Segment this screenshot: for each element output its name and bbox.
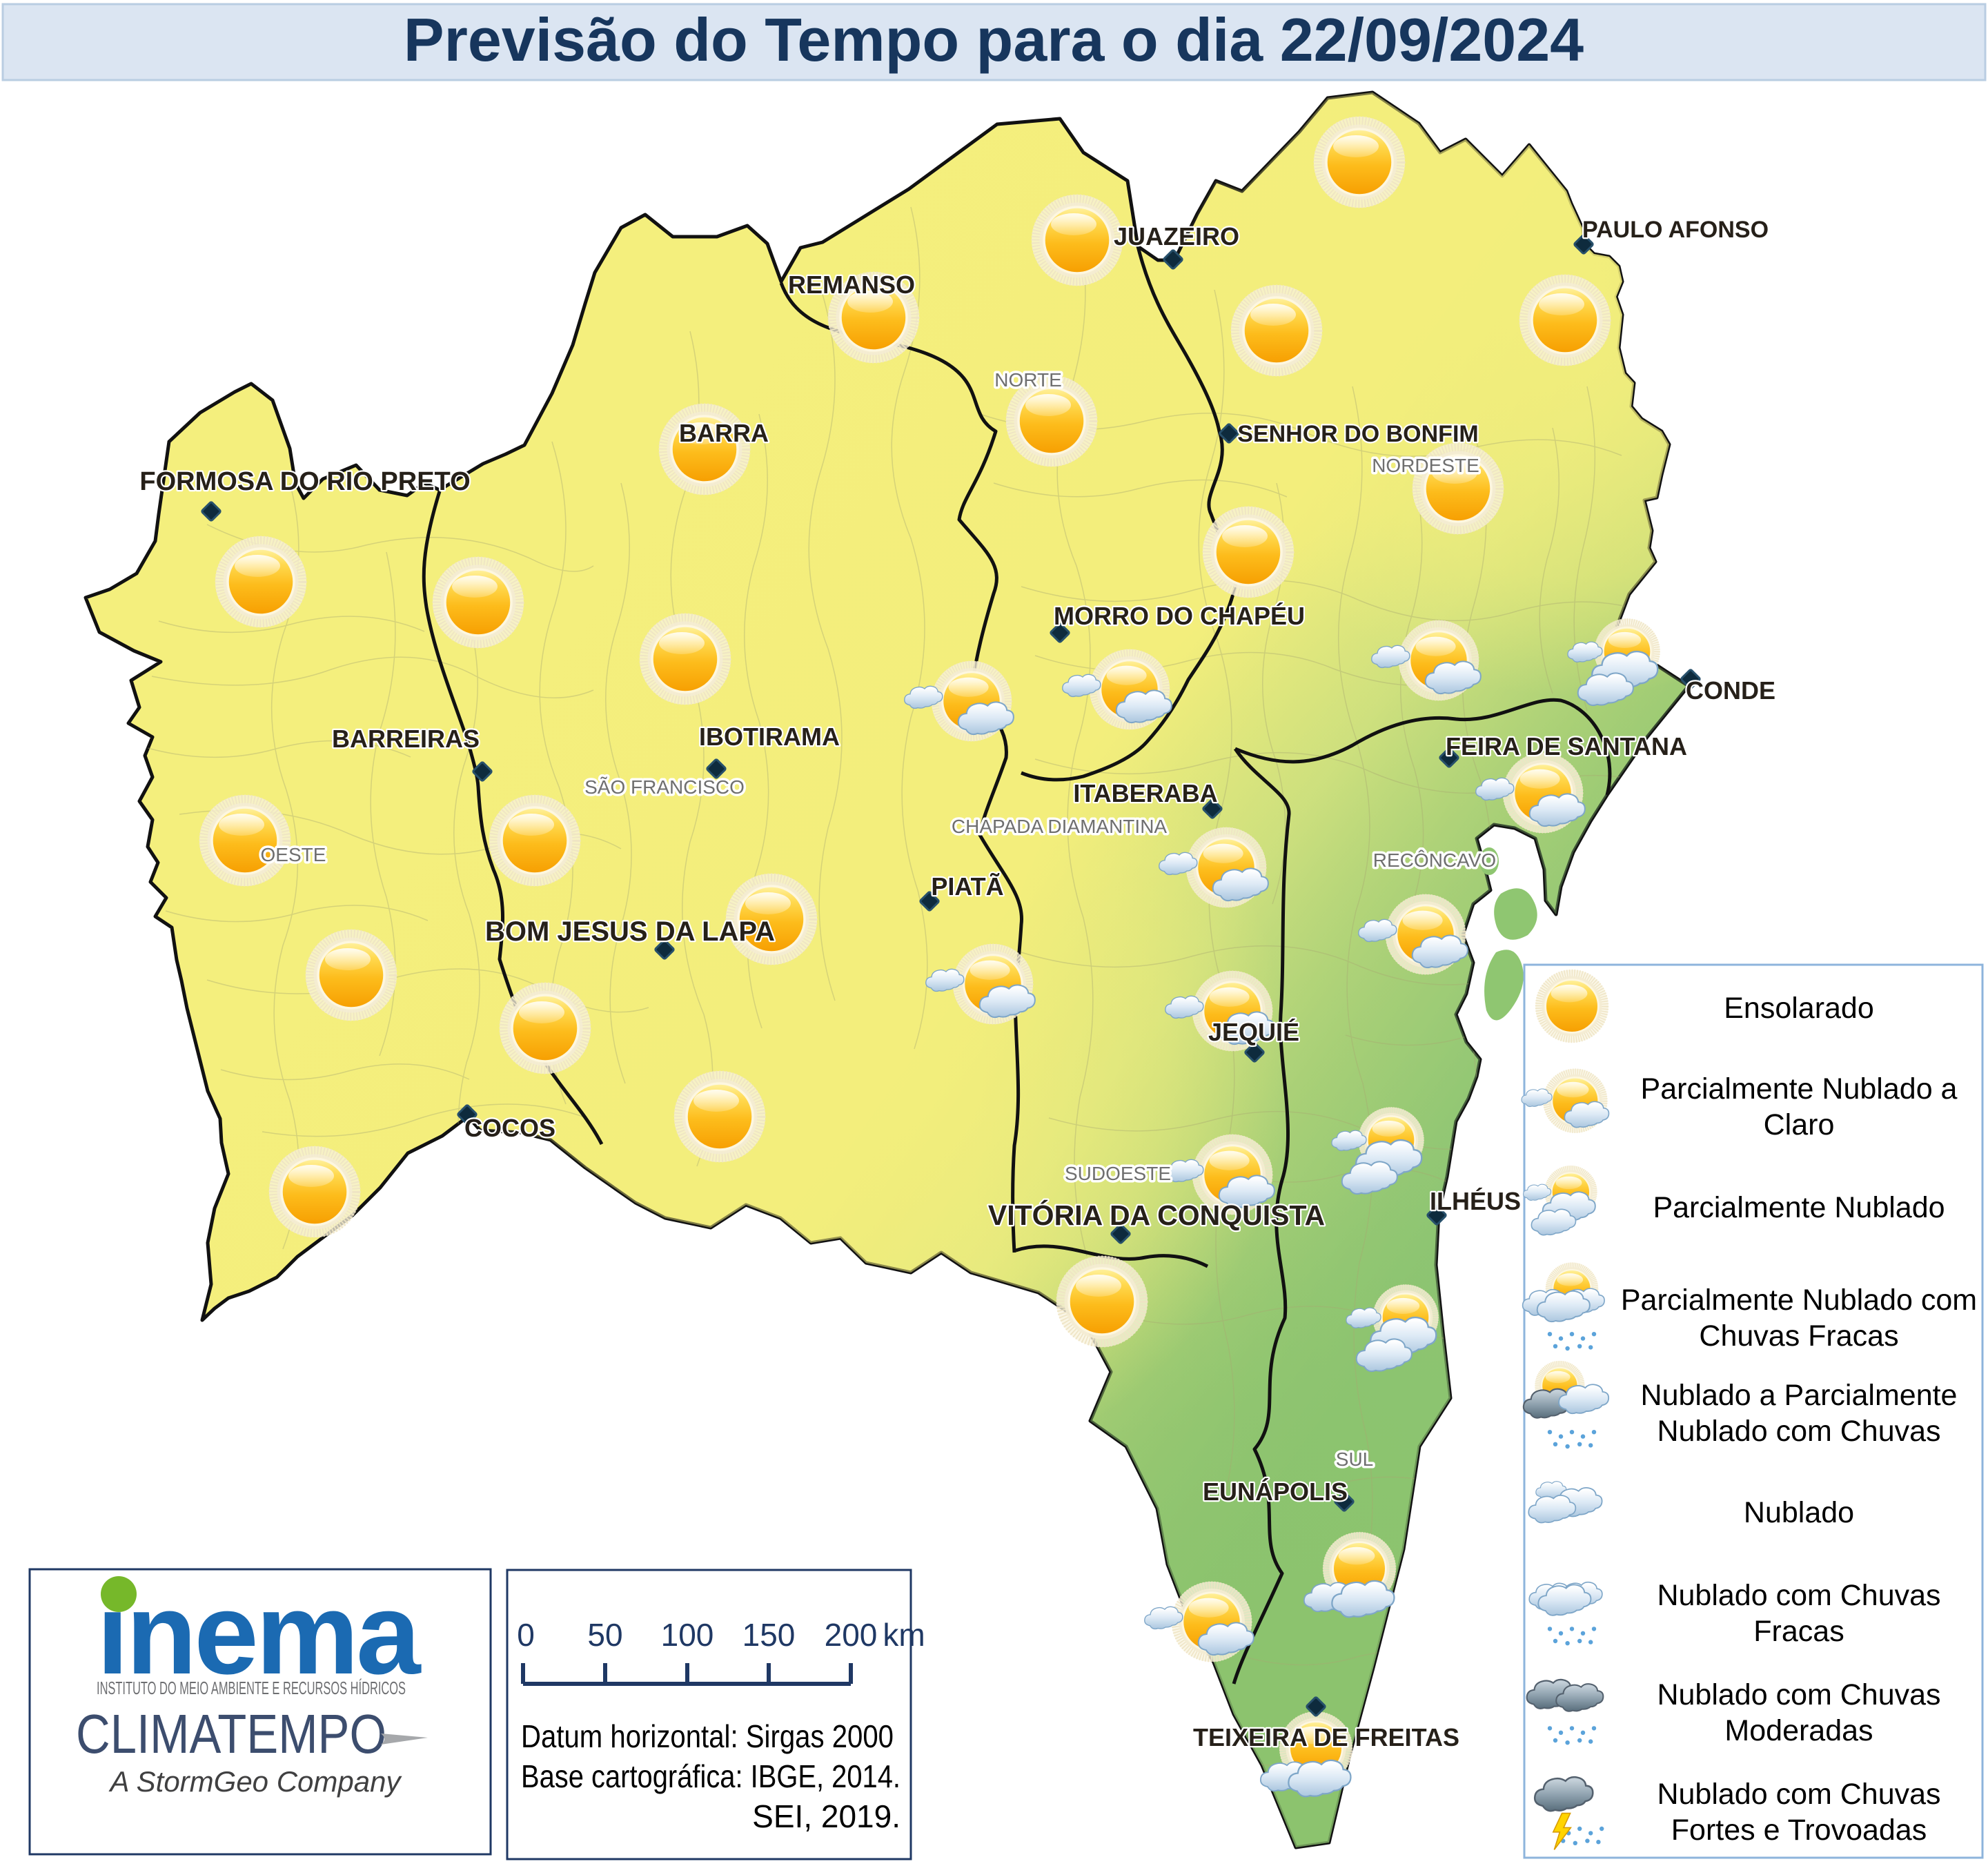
- svg-text:Parcialmente Nublado com: Parcialmente Nublado com: [1621, 1284, 1977, 1317]
- svg-text:BARREIRAS: BARREIRAS: [332, 725, 480, 753]
- svg-text:COCOS: COCOS: [464, 1114, 555, 1142]
- svg-text:Parcialmente Nublado a: Parcialmente Nublado a: [1641, 1072, 1958, 1106]
- svg-text:NORDESTE: NORDESTE: [1372, 455, 1479, 476]
- svg-text:REMANSO: REMANSO: [788, 271, 915, 299]
- svg-text:SUL: SUL: [1336, 1448, 1373, 1470]
- svg-text:EUNÁPOLIS: EUNÁPOLIS: [1203, 1477, 1348, 1506]
- svg-text:VITÓRIA DA CONQUISTA: VITÓRIA DA CONQUISTA: [988, 1199, 1325, 1231]
- svg-text:Nublado: Nublado: [1744, 1496, 1854, 1529]
- svg-text:Ensolarado: Ensolarado: [1724, 992, 1874, 1025]
- svg-text:150: 150: [742, 1617, 796, 1653]
- svg-text:NORTE: NORTE: [994, 369, 1062, 391]
- svg-text:A StormGeo Company: A StormGeo Company: [108, 1765, 403, 1798]
- svg-text:Nublado com Chuvas: Nublado com Chuvas: [1657, 1678, 1940, 1711]
- svg-text:Parcialmente Nublado: Parcialmente Nublado: [1653, 1191, 1945, 1224]
- svg-text:MORRO DO CHAPÉU: MORRO DO CHAPÉU: [1054, 602, 1305, 630]
- svg-text:ILHÉUS: ILHÉUS: [1430, 1187, 1521, 1215]
- svg-text:PAULO AFONSO: PAULO AFONSO: [1582, 217, 1769, 243]
- svg-text:Nublado com Chuvas: Nublado com Chuvas: [1657, 1778, 1940, 1811]
- svg-text:RECÔNCAVO: RECÔNCAVO: [1373, 849, 1496, 871]
- svg-text:Datum horizontal: Sirgas 2000: Datum horizontal: Sirgas 2000: [521, 1718, 894, 1754]
- svg-text:Moderadas: Moderadas: [1724, 1714, 1873, 1747]
- svg-text:Previsão do Tempo para o dia 2: Previsão do Tempo para o dia 22/09/2024: [404, 6, 1584, 74]
- svg-text:km: km: [883, 1617, 925, 1653]
- svg-text:SENHOR DO BONFIM: SENHOR DO BONFIM: [1237, 421, 1478, 447]
- svg-text:Fracas: Fracas: [1753, 1615, 1844, 1648]
- svg-text:SEI, 2019.: SEI, 2019.: [752, 1798, 900, 1834]
- svg-text:100: 100: [661, 1617, 714, 1653]
- svg-text:IBOTIRAMA: IBOTIRAMA: [699, 723, 840, 751]
- svg-text:SUDOESTE: SUDOESTE: [1065, 1163, 1171, 1184]
- svg-text:50: 50: [587, 1617, 622, 1653]
- svg-text:inema: inema: [97, 1569, 422, 1698]
- svg-text:FORMOSA DO RIO PRETO: FORMOSA DO RIO PRETO: [139, 467, 470, 496]
- svg-text:CONDE: CONDE: [1686, 676, 1775, 705]
- svg-text:Base cartográfica: IBGE, 2014.: Base cartográfica: IBGE, 2014.: [521, 1758, 900, 1794]
- svg-text:Nublado com Chuvas: Nublado com Chuvas: [1657, 1415, 1940, 1448]
- svg-text:JUAZEIRO: JUAZEIRO: [1114, 222, 1239, 251]
- svg-text:Fortes e Trovoadas: Fortes e Trovoadas: [1671, 1814, 1927, 1847]
- svg-text:FEIRA DE SANTANA: FEIRA DE SANTANA: [1446, 732, 1687, 760]
- svg-text:BOM JESUS DA LAPA: BOM JESUS DA LAPA: [485, 916, 775, 947]
- svg-text:INSTITUTO DO MEIO AMBIENTE E R: INSTITUTO DO MEIO AMBIENTE E RECURSOS HÍ…: [97, 1678, 406, 1698]
- svg-text:PIATÃ: PIATÃ: [931, 872, 1003, 901]
- svg-text:Nublado a Parcialmente: Nublado a Parcialmente: [1641, 1379, 1958, 1412]
- svg-text:Claro: Claro: [1764, 1108, 1835, 1141]
- svg-text:0: 0: [517, 1617, 535, 1653]
- svg-text:TEIXEIRA DE FREITAS: TEIXEIRA DE FREITAS: [1193, 1723, 1459, 1751]
- svg-text:CLIMATEMPO: CLIMATEMPO: [76, 1703, 386, 1765]
- svg-text:CHAPADA DIAMANTINA: CHAPADA DIAMANTINA: [952, 816, 1168, 837]
- svg-text:Chuvas Fracas: Chuvas Fracas: [1699, 1319, 1898, 1353]
- svg-text:OESTE: OESTE: [261, 844, 326, 865]
- svg-text:BARRA: BARRA: [679, 419, 769, 447]
- svg-text:Nublado com Chuvas: Nublado com Chuvas: [1657, 1579, 1940, 1612]
- svg-text:200: 200: [825, 1617, 878, 1653]
- svg-text:ITABERABA: ITABERABA: [1073, 779, 1217, 807]
- svg-text:SÃO FRANCISCO: SÃO FRANCISCO: [584, 776, 745, 798]
- svg-text:JEQUIÉ: JEQUIÉ: [1208, 1018, 1299, 1046]
